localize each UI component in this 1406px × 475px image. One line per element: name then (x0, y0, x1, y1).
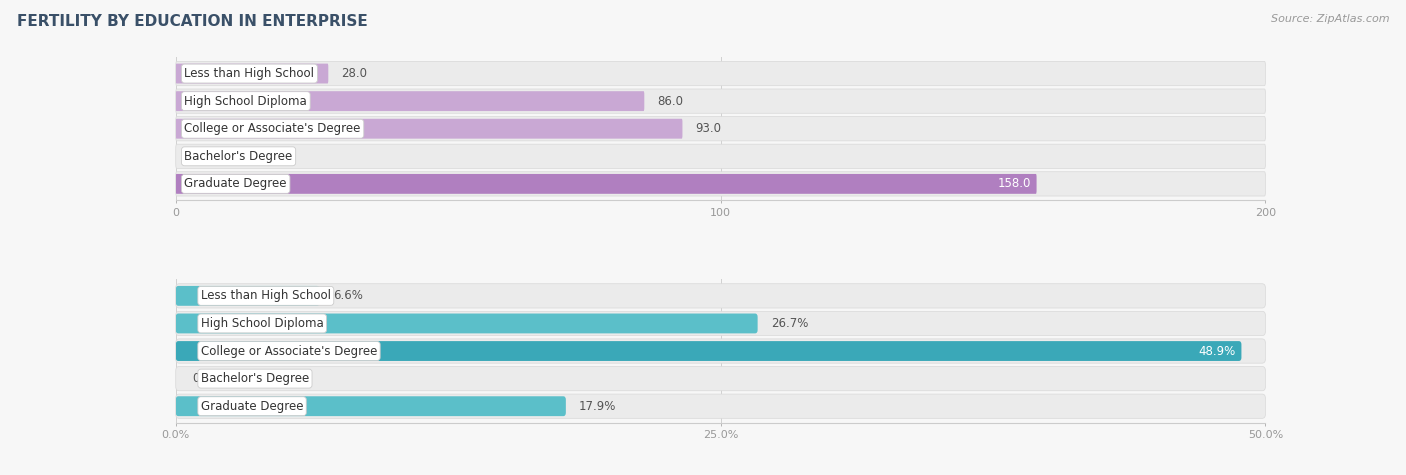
Text: Graduate Degree: Graduate Degree (201, 399, 304, 413)
Text: Source: ZipAtlas.com: Source: ZipAtlas.com (1271, 14, 1389, 24)
FancyBboxPatch shape (176, 174, 1036, 194)
FancyBboxPatch shape (176, 61, 1265, 86)
Text: Less than High School: Less than High School (201, 289, 330, 303)
Text: 26.7%: 26.7% (770, 317, 808, 330)
Text: College or Associate's Degree: College or Associate's Degree (184, 122, 361, 135)
FancyBboxPatch shape (176, 144, 1265, 169)
Text: 28.0: 28.0 (342, 67, 367, 80)
FancyBboxPatch shape (176, 284, 1265, 308)
FancyBboxPatch shape (176, 89, 1265, 113)
Text: Less than High School: Less than High School (184, 67, 315, 80)
Text: 0.0: 0.0 (193, 150, 211, 163)
Text: High School Diploma: High School Diploma (201, 317, 323, 330)
FancyBboxPatch shape (176, 314, 758, 333)
FancyBboxPatch shape (176, 394, 1265, 418)
Text: 6.6%: 6.6% (333, 289, 363, 303)
Text: 48.9%: 48.9% (1199, 344, 1236, 358)
Text: 158.0: 158.0 (998, 177, 1031, 190)
Text: Graduate Degree: Graduate Degree (184, 177, 287, 190)
FancyBboxPatch shape (176, 396, 565, 416)
FancyBboxPatch shape (176, 311, 1265, 336)
Text: 0.0%: 0.0% (193, 372, 222, 385)
Text: College or Associate's Degree: College or Associate's Degree (201, 344, 377, 358)
FancyBboxPatch shape (176, 339, 1265, 363)
FancyBboxPatch shape (176, 119, 682, 139)
Text: FERTILITY BY EDUCATION IN ENTERPRISE: FERTILITY BY EDUCATION IN ENTERPRISE (17, 14, 367, 29)
FancyBboxPatch shape (176, 172, 1265, 196)
FancyBboxPatch shape (176, 64, 329, 84)
Text: 93.0: 93.0 (696, 122, 721, 135)
Text: 17.9%: 17.9% (579, 399, 616, 413)
Text: High School Diploma: High School Diploma (184, 95, 308, 108)
Text: Bachelor's Degree: Bachelor's Degree (201, 372, 309, 385)
FancyBboxPatch shape (176, 286, 319, 306)
Text: 86.0: 86.0 (658, 95, 683, 108)
FancyBboxPatch shape (176, 91, 644, 111)
FancyBboxPatch shape (176, 367, 1265, 391)
Text: Bachelor's Degree: Bachelor's Degree (184, 150, 292, 163)
FancyBboxPatch shape (176, 341, 1241, 361)
FancyBboxPatch shape (176, 116, 1265, 141)
